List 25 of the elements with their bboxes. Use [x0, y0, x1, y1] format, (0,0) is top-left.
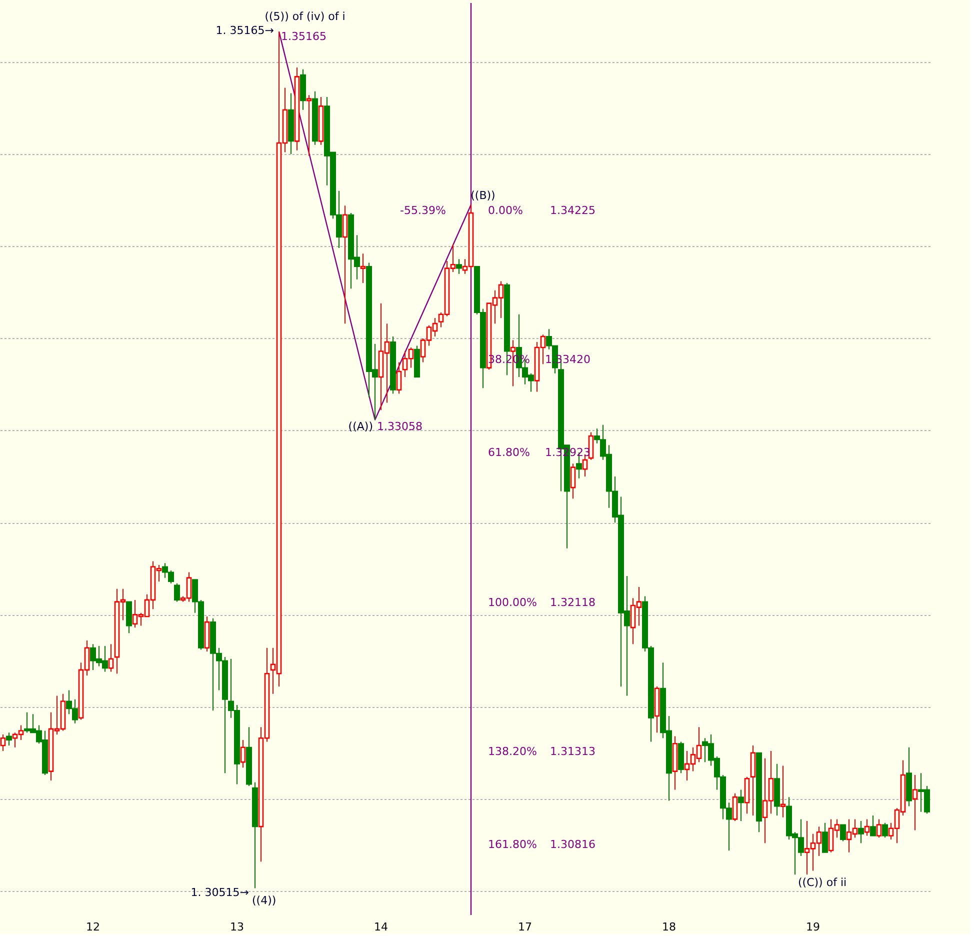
annotation: ((B)) — [470, 189, 496, 202]
annotation: 1.33058 — [377, 420, 422, 433]
annotation: ((C)) of ii — [798, 876, 847, 889]
annotation: 1.35165 — [281, 30, 326, 43]
annotation: 1.34225 — [550, 204, 596, 217]
annotation: 100.00% — [488, 596, 537, 609]
x-tick-label: 13 — [230, 920, 244, 934]
annotation: 0.00% — [488, 204, 523, 217]
x-tick-label: 17 — [518, 920, 532, 934]
annotation: 1. 30515→ — [190, 886, 249, 899]
annotation: ((A)) — [348, 420, 373, 433]
x-tick-label: 12 — [86, 920, 100, 934]
annotation: 1.30816 — [550, 838, 596, 851]
annotation: 1. 35165→ — [216, 24, 274, 37]
annotation: ((5)) of (iv) of i — [264, 10, 346, 23]
x-tick-label: 19 — [806, 920, 820, 934]
annotation: -55.39% — [400, 204, 446, 217]
x-tick-label: 14 — [374, 920, 388, 934]
annotation: 1.31313 — [550, 745, 596, 758]
annotation: ((4)) — [252, 894, 276, 907]
x-tick-label: 18 — [662, 920, 676, 934]
annotation: 161.80% — [488, 838, 537, 851]
annotation: 1.32118 — [550, 596, 596, 609]
annotation: 61.80% — [488, 446, 530, 459]
annotation: 138.20% — [488, 745, 537, 758]
